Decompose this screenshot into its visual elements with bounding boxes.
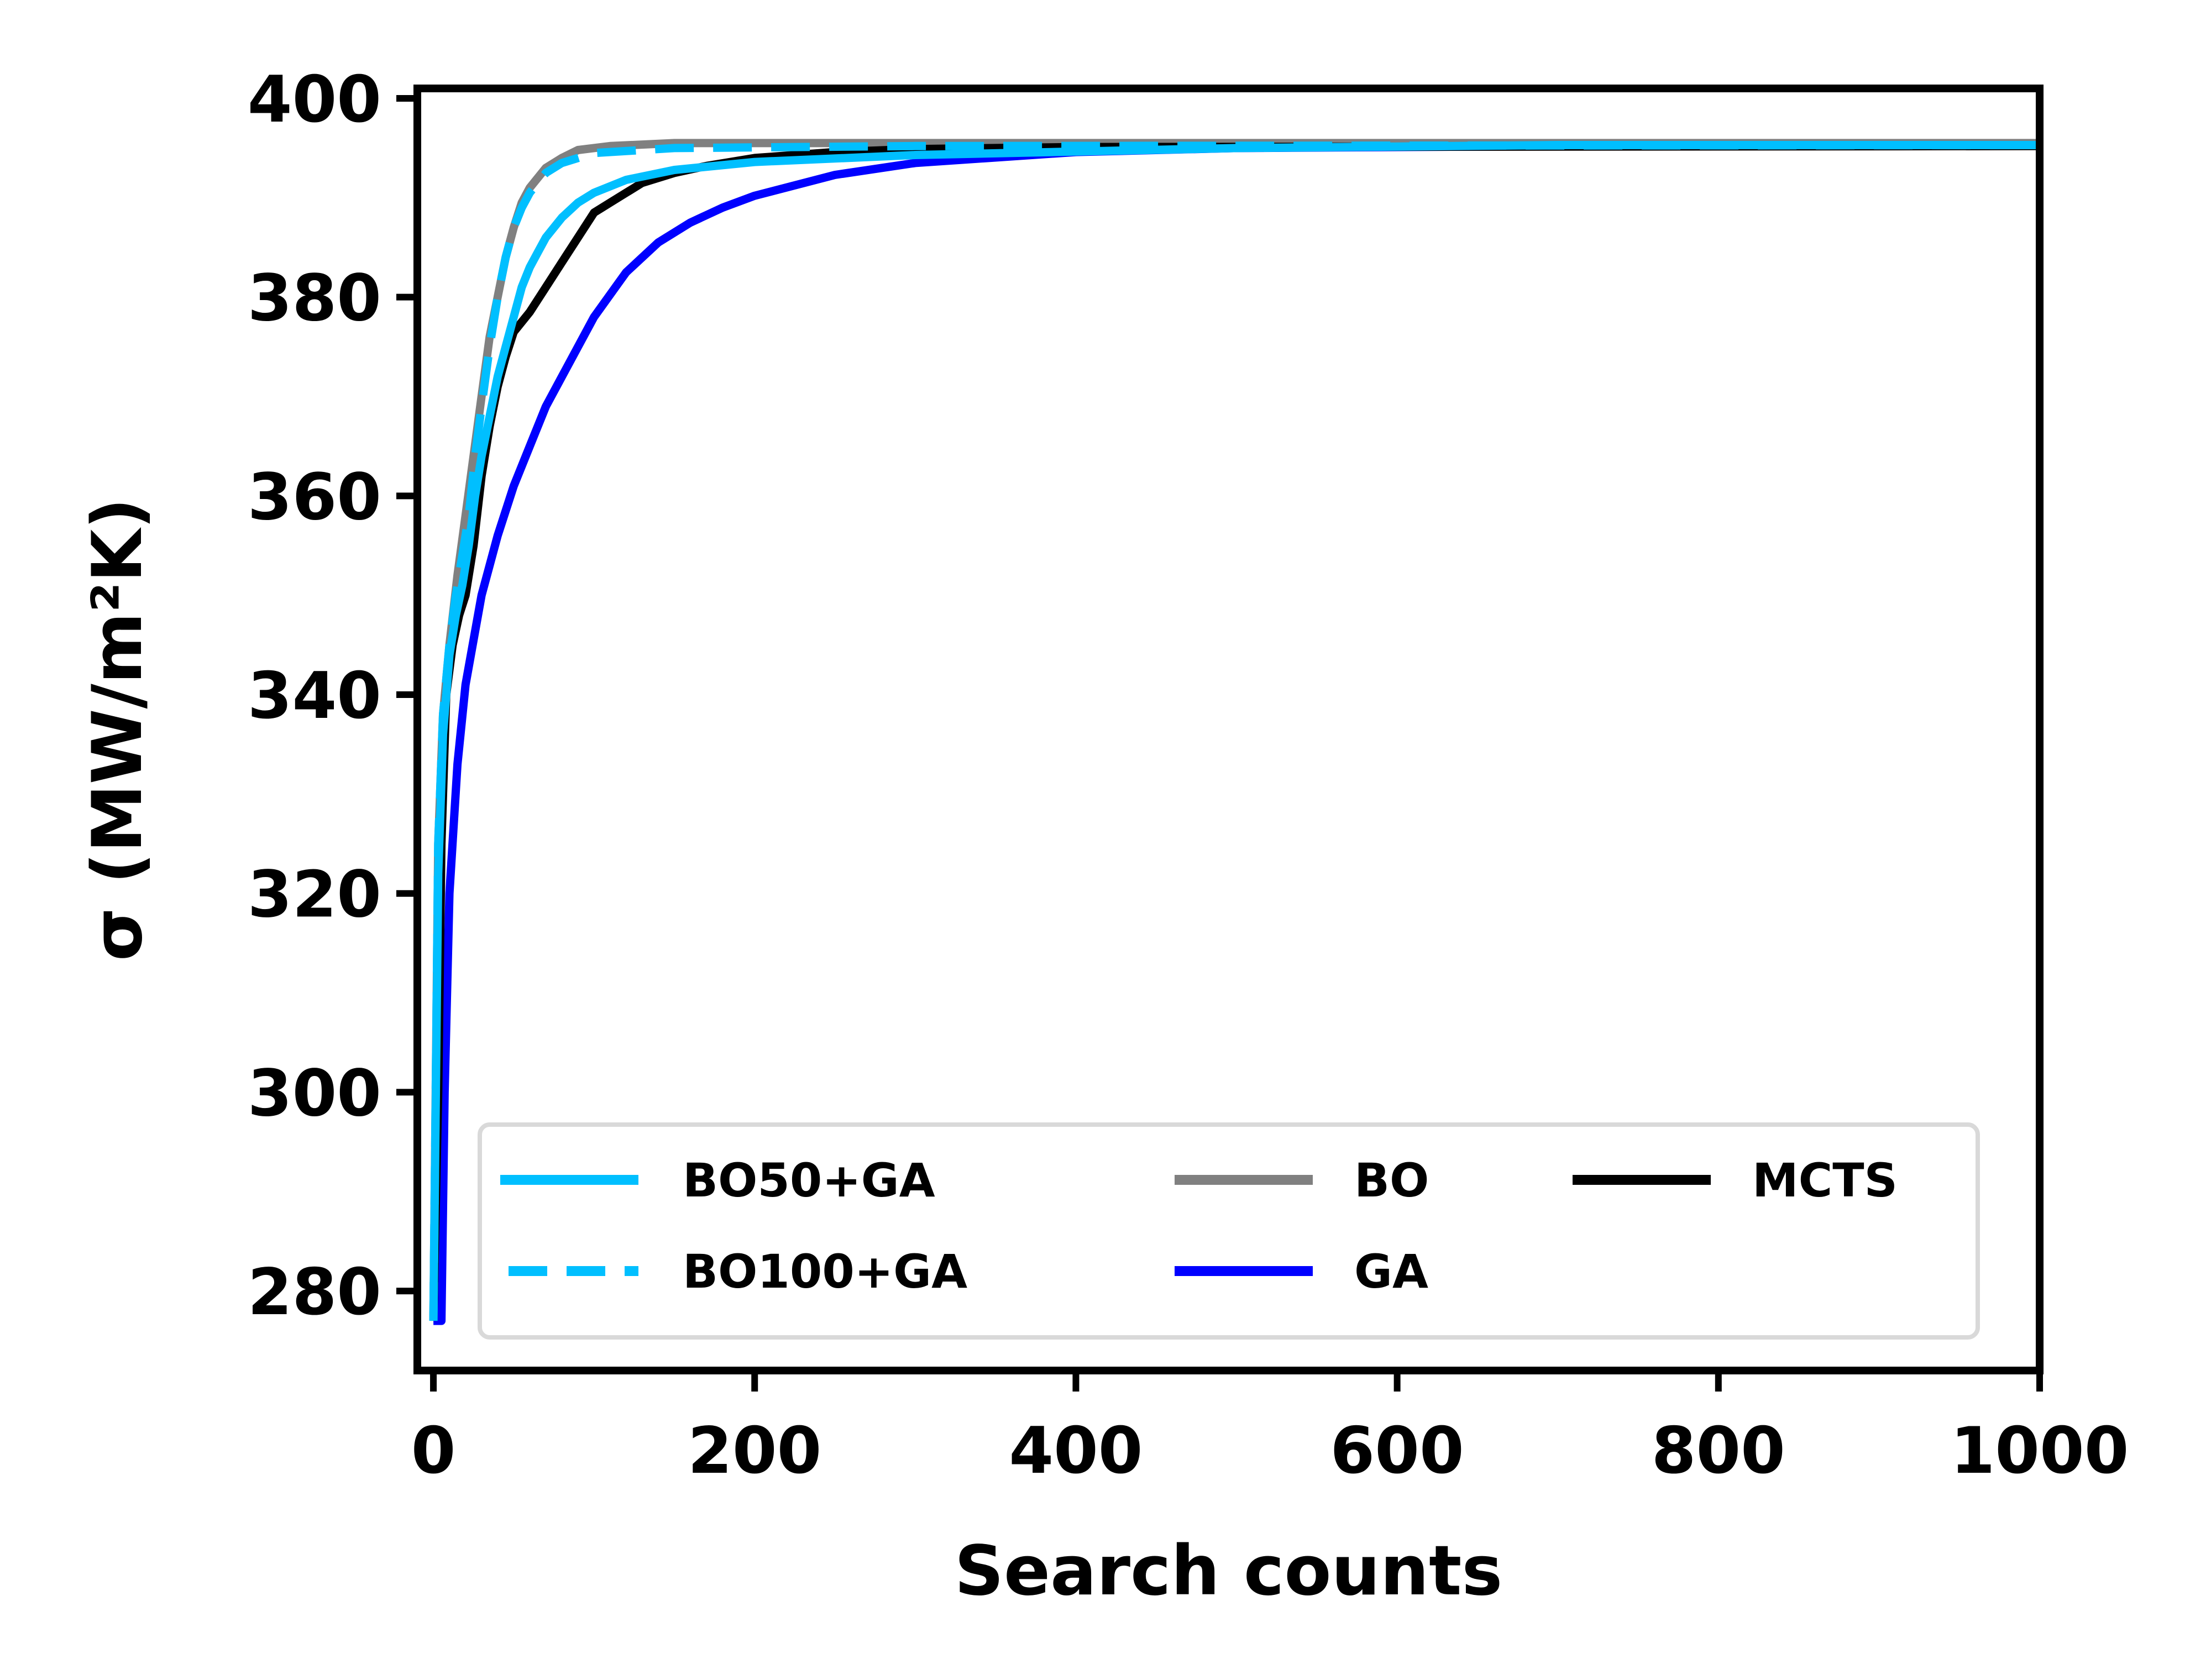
y-axis-label: σ (MW/m²K) (78, 498, 158, 961)
y-tick-label: 320 (248, 858, 381, 932)
series-line-ga (433, 141, 2040, 1325)
x-tick-label: 800 (1652, 1414, 1785, 1488)
x-tick-label: 600 (1330, 1414, 1464, 1488)
legend-label: BO50+GA (683, 1153, 935, 1208)
legend: BO50+GA BO100+GA BO GA MCTS (478, 1122, 1980, 1340)
x-tick-label: 400 (1009, 1414, 1143, 1488)
legend-label: BO100+GA (683, 1245, 967, 1299)
x-tick-label: 1000 (1951, 1414, 2129, 1488)
legend-item-bo50-ga: BO50+GA (500, 1153, 935, 1208)
y-axis: 280 300 320 340 360 380 400 (248, 62, 417, 1330)
legend-item-ga: GA (1175, 1245, 1428, 1299)
y-tick-label: 280 (248, 1255, 381, 1330)
x-axis-label: Search counts (955, 1531, 1503, 1611)
legend-label: BO (1354, 1153, 1429, 1208)
y-tick-label: 340 (248, 659, 381, 733)
y-tick-label: 380 (248, 261, 381, 336)
x-tick-label: 200 (688, 1414, 821, 1488)
x-axis: 0 200 400 600 800 1000 (411, 1371, 2129, 1488)
y-tick-label: 360 (248, 460, 381, 534)
series-line-bo50-ga (429, 141, 2040, 1321)
series-layer (429, 139, 2040, 1325)
legend-item-mcts: MCTS (1573, 1153, 1898, 1208)
legend-label: GA (1354, 1245, 1428, 1299)
legend-label: MCTS (1752, 1153, 1898, 1208)
y-tick-label: 300 (248, 1056, 381, 1131)
y-tick-label: 400 (248, 62, 381, 137)
legend-item-bo100-ga: BO100+GA (509, 1245, 967, 1299)
x-tick-label: 0 (411, 1414, 456, 1488)
legend-item-bo: BO (1175, 1153, 1429, 1208)
plot-frame (413, 85, 2044, 1374)
